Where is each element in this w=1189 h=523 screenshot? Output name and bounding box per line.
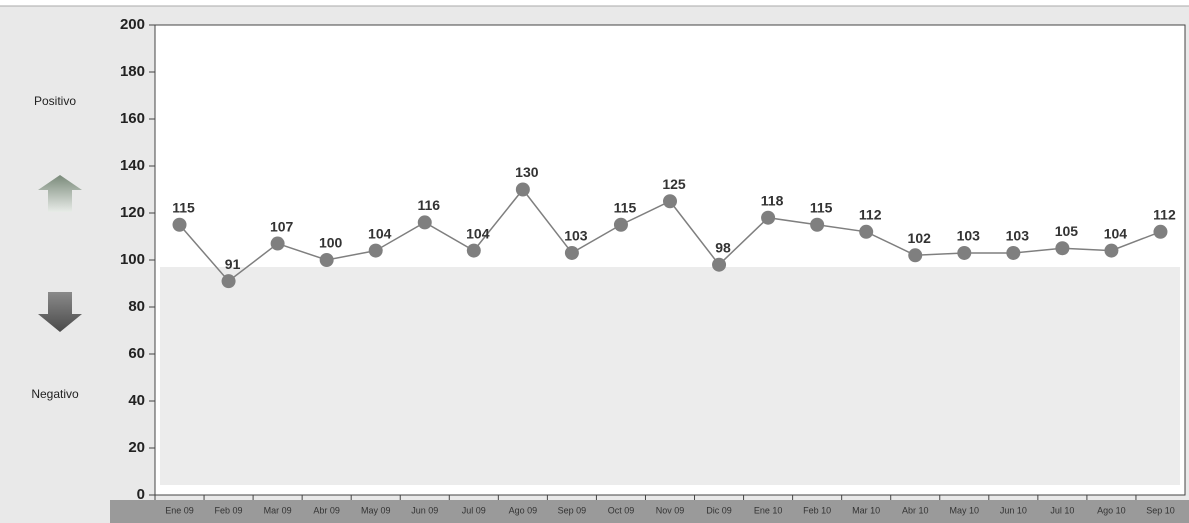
data-point — [417, 215, 432, 230]
data-point — [1006, 245, 1021, 260]
y-tick-label: 80 — [128, 298, 145, 315]
x-tick-label: Ago 09 — [509, 505, 538, 515]
y-tick-label: 100 — [120, 251, 145, 268]
data-point — [270, 236, 285, 251]
data-point — [908, 248, 923, 263]
x-tick-label: Jun 10 — [1000, 505, 1027, 515]
y-tick-label: 140 — [120, 157, 145, 174]
negative-label: Negativo — [31, 387, 79, 401]
data-label: 105 — [1055, 223, 1079, 239]
x-tick-label: May 09 — [361, 505, 391, 515]
data-point — [761, 210, 776, 225]
y-tick-label: 120 — [120, 204, 145, 221]
x-tick-label: Feb 10 — [803, 505, 831, 515]
up-arrow — [38, 175, 82, 212]
y-tick-label: 20 — [128, 439, 145, 456]
data-label: 112 — [1153, 207, 1176, 223]
data-point — [712, 257, 727, 272]
data-label: 100 — [319, 235, 343, 251]
data-point — [368, 243, 383, 258]
data-point — [810, 217, 825, 232]
x-tick-label: Mar 10 — [852, 505, 880, 515]
data-label: 116 — [417, 197, 440, 213]
data-label: 107 — [270, 218, 294, 234]
x-tick-label: Nov 09 — [656, 505, 685, 515]
data-label: 130 — [515, 164, 539, 180]
y-tick-label: 160 — [120, 110, 145, 127]
data-label: 103 — [957, 228, 981, 244]
y-tick-label: 200 — [120, 16, 145, 33]
y-tick-label: 60 — [128, 345, 145, 362]
data-point — [1153, 224, 1168, 239]
data-label: 115 — [810, 199, 833, 215]
data-point — [1055, 241, 1070, 256]
data-point — [613, 217, 628, 232]
x-tick-label: Jun 09 — [411, 505, 438, 515]
x-strip — [110, 500, 1189, 523]
positive-label: Positivo — [34, 94, 76, 108]
data-point — [1104, 243, 1119, 258]
data-label: 118 — [761, 192, 784, 208]
down-arrow — [38, 292, 82, 332]
x-tick-label: Jul 10 — [1050, 505, 1074, 515]
data-label: 98 — [715, 239, 731, 255]
x-tick-label: Dic 09 — [706, 505, 732, 515]
data-point — [957, 245, 972, 260]
top-strip — [0, 0, 1189, 6]
x-tick-label: Oct 09 — [608, 505, 635, 515]
data-point — [466, 243, 481, 258]
x-tick-label: Sep 10 — [1146, 505, 1175, 515]
x-tick-label: Ene 09 — [165, 505, 194, 515]
data-label: 91 — [225, 256, 241, 272]
data-label: 104 — [466, 225, 490, 241]
data-label: 103 — [1006, 228, 1030, 244]
data-label: 102 — [908, 230, 932, 246]
x-tick-label: Jul 09 — [462, 505, 486, 515]
band — [160, 267, 1180, 485]
data-label: 115 — [172, 199, 195, 215]
x-tick-label: Ago 10 — [1097, 505, 1126, 515]
data-label: 112 — [859, 207, 882, 223]
x-tick-label: May 10 — [950, 505, 980, 515]
data-label: 104 — [1104, 225, 1128, 241]
data-point — [564, 245, 579, 260]
data-point — [663, 194, 677, 209]
y-tick-label: 0 — [137, 486, 145, 503]
data-point — [319, 253, 334, 267]
data-label: 103 — [564, 228, 588, 244]
y-tick-label: 180 — [120, 63, 145, 80]
x-tick-label: Feb 09 — [215, 505, 243, 515]
data-label: 115 — [614, 199, 637, 215]
x-tick-label: Abr 10 — [902, 505, 929, 515]
data-label: 104 — [368, 225, 392, 241]
x-tick-label: Ene 10 — [754, 505, 783, 515]
x-tick-label: Mar 09 — [264, 505, 292, 515]
y-tick-label: 40 — [128, 392, 145, 409]
data-point — [172, 217, 187, 232]
x-tick-label: Sep 09 — [558, 505, 587, 515]
data-point — [221, 274, 236, 289]
x-tick-label: Abr 09 — [313, 505, 340, 515]
data-point — [515, 182, 530, 197]
data-label: 125 — [662, 176, 686, 192]
data-point — [859, 224, 874, 239]
